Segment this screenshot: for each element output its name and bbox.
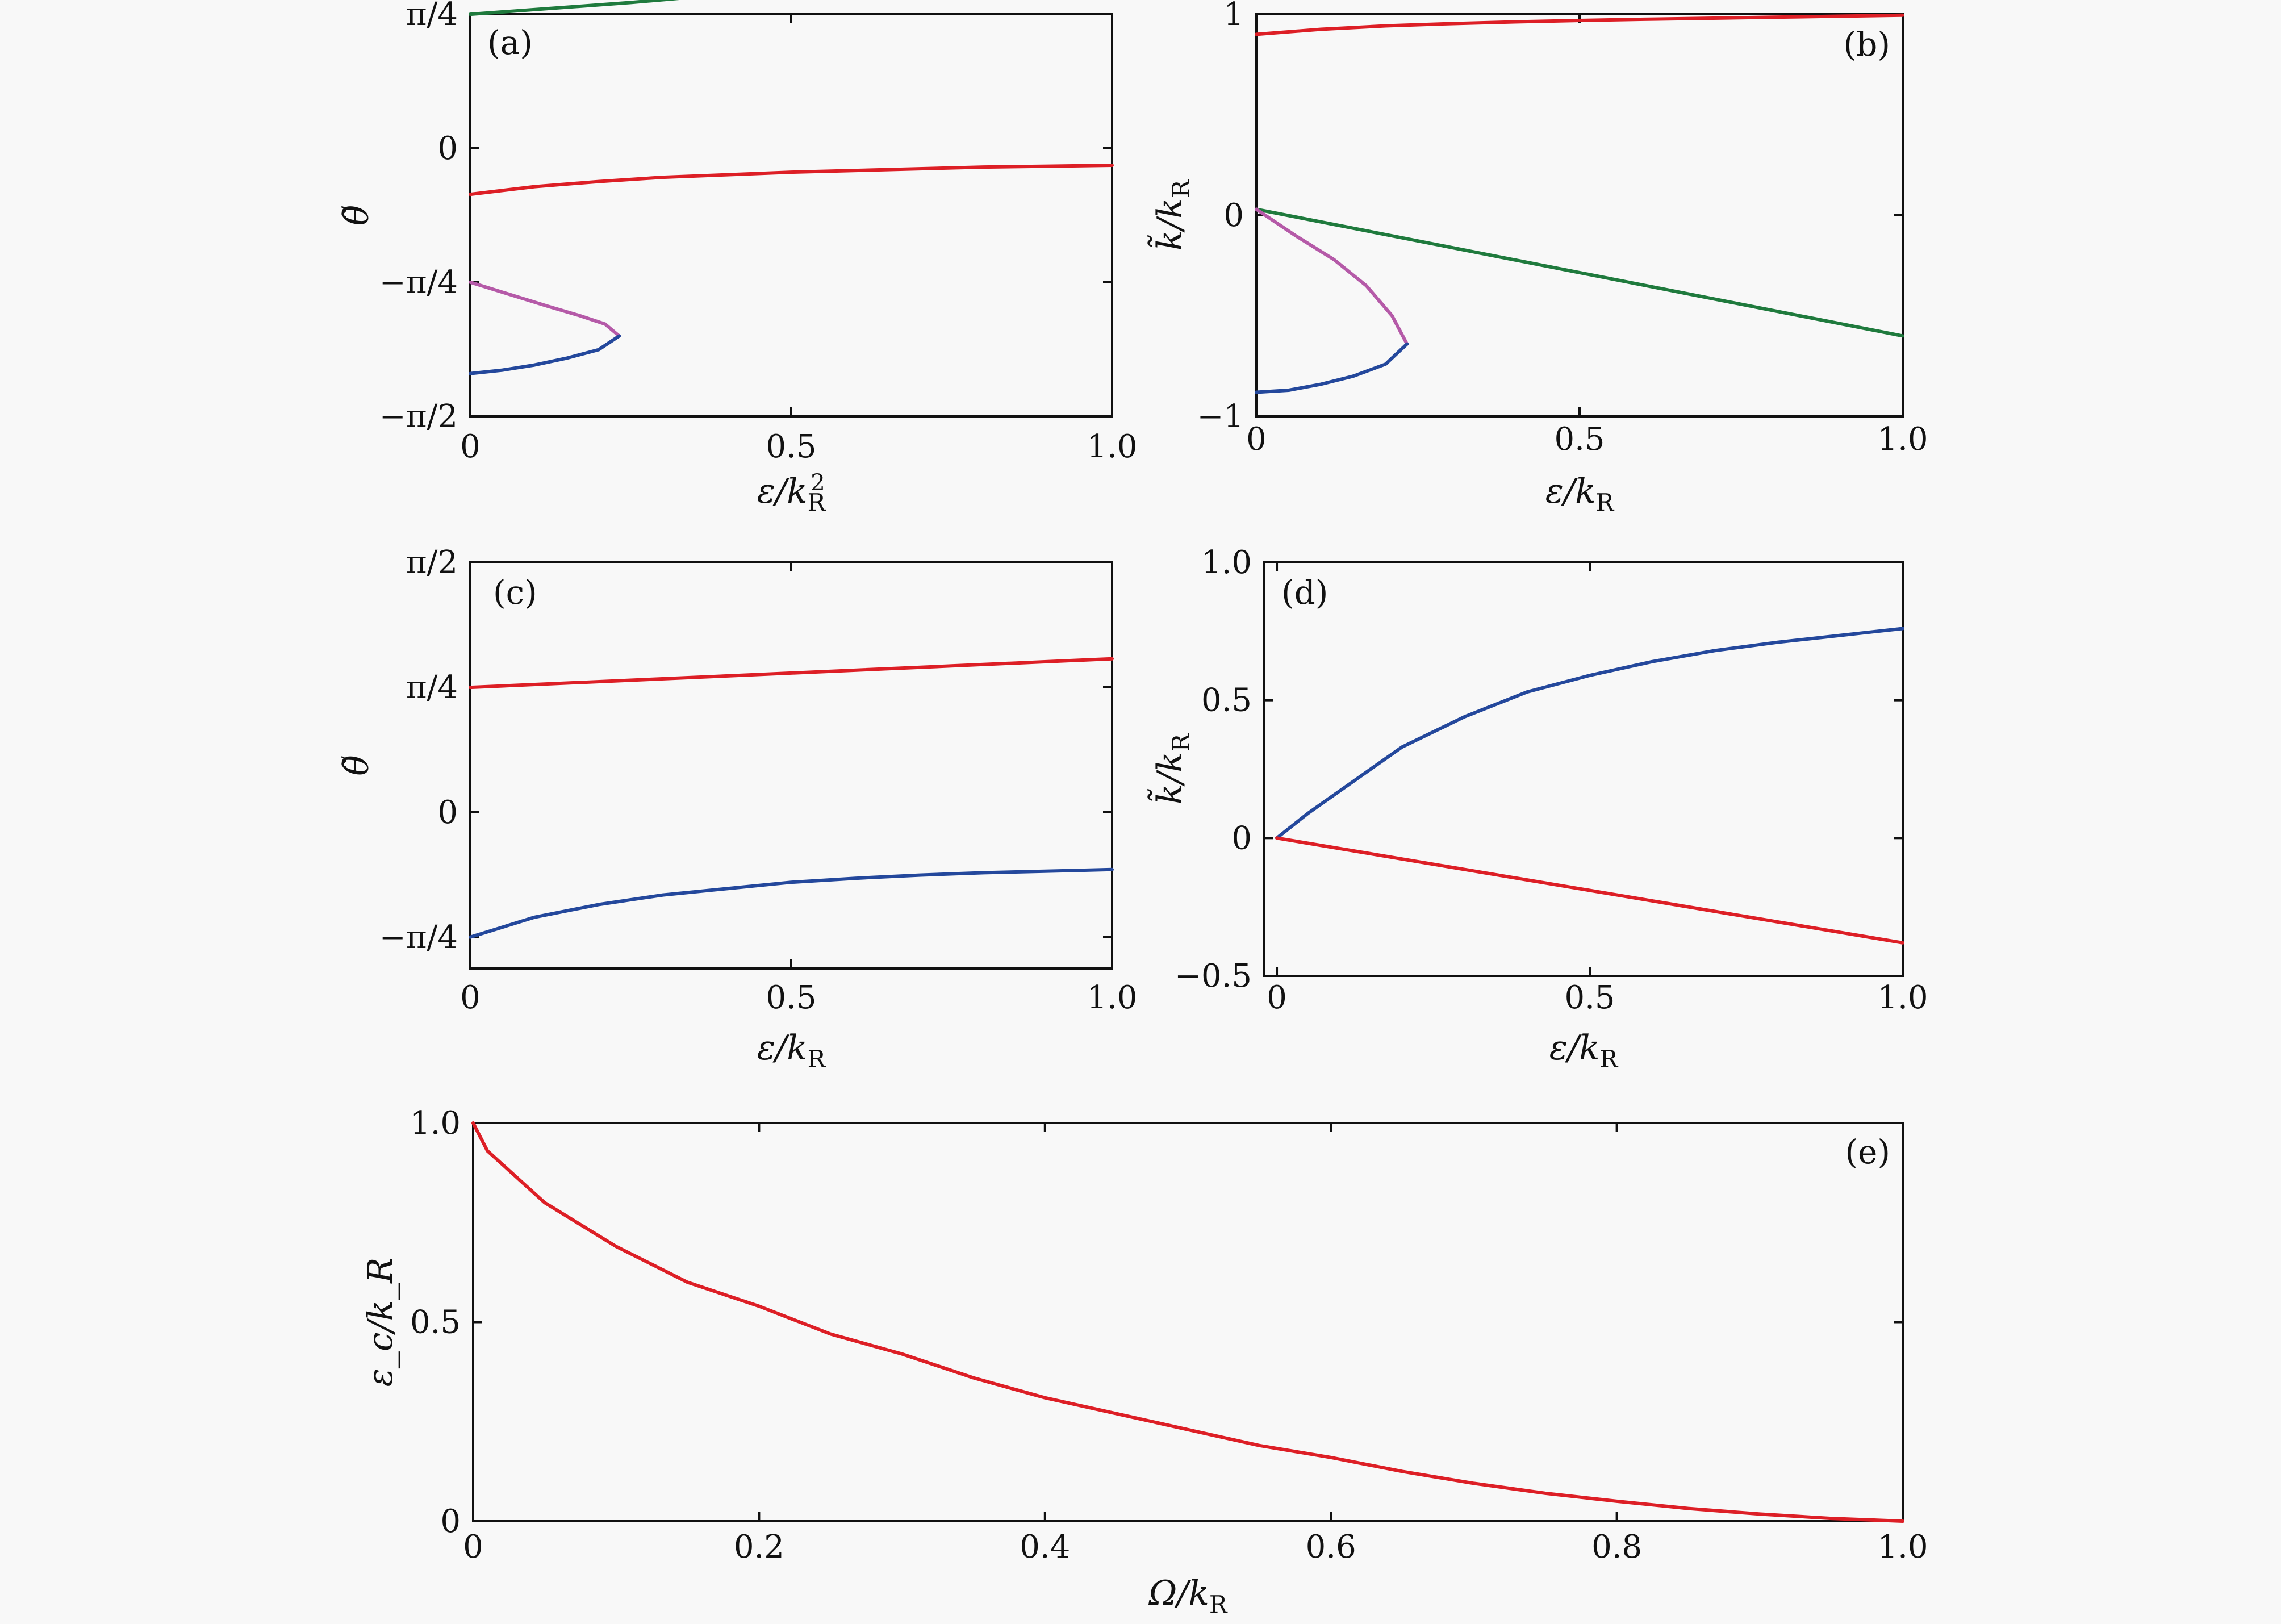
- y-axis-label: θ̃: [337, 205, 377, 226]
- x-tick-label: 0.5: [1564, 979, 1615, 1016]
- x-tick-label: 1.0: [1877, 979, 1928, 1016]
- x-tick-label: 0.4: [1020, 1529, 1070, 1565]
- y-tick-label: 1.0: [410, 1105, 461, 1142]
- x-tick-label: 0.5: [766, 979, 816, 1016]
- series-line-magenta: [469, 280, 621, 338]
- series-line-red: [469, 164, 1114, 197]
- y-axis-label: ε_c/k_R: [361, 1258, 400, 1387]
- panel-tag: (d): [1281, 573, 1328, 612]
- series-line-blue: [469, 867, 1114, 939]
- panel-tag: (b): [1844, 25, 1890, 64]
- series-line-red: [1275, 836, 1904, 945]
- series-line-red: [1255, 13, 1904, 36]
- y-axis-label: k̃/kR: [1148, 179, 1195, 251]
- y-tick-label: 0.5: [1201, 682, 1252, 719]
- panel-tag: (e): [1845, 1133, 1890, 1171]
- x-axis-label: ε/kR: [1549, 1028, 1619, 1073]
- x-tick-label: 0: [460, 428, 481, 465]
- y-tick-label: 1: [1223, 0, 1244, 33]
- y-tick-label: π/2: [406, 544, 458, 581]
- x-tick-label: 0.6: [1306, 1529, 1356, 1565]
- series-line-blue: [469, 334, 621, 375]
- y-tick-label: 0: [437, 794, 458, 831]
- x-tick-label: 0: [463, 1529, 483, 1565]
- x-tick-label: 0.5: [1554, 421, 1605, 458]
- y-tick-label: 0.5: [410, 1304, 461, 1341]
- y-tick-label: π/4: [406, 669, 458, 706]
- x-tick-label: 0: [1267, 979, 1287, 1016]
- series-line-blue: [1255, 342, 1409, 394]
- chart-panel-d: 0 0.5 1.0 −0.5 0 0.5 1.0 (d) ε/kR k̃/kR: [1148, 544, 1928, 1073]
- x-axis-label: ε/kR2: [757, 470, 826, 516]
- y-axis-label: k̃/kR: [1148, 733, 1195, 804]
- x-axis-label: Ω/kR: [1148, 1573, 1228, 1618]
- x-tick-label: 0.5: [766, 428, 816, 465]
- y-tick-label: 0: [440, 1503, 461, 1540]
- x-axis-label: ε/kR: [1545, 471, 1615, 516]
- y-tick-label: −1: [1197, 398, 1244, 435]
- x-tick-label: 1.0: [1877, 1529, 1928, 1565]
- y-tick-label: 1.0: [1201, 544, 1252, 581]
- y-tick-label: −π/4: [379, 919, 458, 956]
- series-line-green: [469, 0, 680, 16]
- chart-panel-a: 0 0.5 1.0 −π/2 −π/4 0 π/4 (a) ε/kR2 θ̃: [337, 0, 1138, 516]
- x-axis-label: ε/kR: [757, 1028, 826, 1073]
- y-axis-label: θ̃: [337, 755, 377, 775]
- y-tick-label: 0: [1231, 820, 1252, 857]
- y-tick-label: π/4: [406, 0, 458, 33]
- plot-frame-d: [1263, 561, 1904, 977]
- x-tick-label: 1.0: [1087, 428, 1137, 465]
- panel-tag: (c): [493, 573, 537, 612]
- y-tick-label: 0: [1223, 197, 1244, 234]
- y-tick-label: 0: [437, 130, 458, 167]
- x-tick-label: 0: [1246, 421, 1267, 458]
- series-line-green: [1255, 207, 1904, 338]
- series-line-blue: [1275, 627, 1904, 840]
- x-tick-label: 1.0: [1877, 421, 1928, 458]
- y-tick-label: −π/2: [379, 398, 458, 435]
- x-tick-label: 0: [460, 979, 481, 1016]
- series-line-magenta: [1255, 207, 1409, 346]
- y-tick-label: −0.5: [1175, 958, 1252, 995]
- panel-tag: (a): [487, 23, 533, 62]
- x-tick-label: 0.2: [734, 1529, 784, 1565]
- x-tick-label: 1.0: [1087, 979, 1137, 1016]
- series-line-red: [471, 1121, 1904, 1523]
- y-tick-label: −π/4: [379, 264, 458, 301]
- chart-panel-b: 0 0.5 1.0−101(b)ε/kRk̃/kR: [1148, 0, 1928, 516]
- chart-panel-e: 0 0.2 0.4 0.6 0.8 1.0 0 0.5 1.0 (e) Ω/kR ε_c/k_R: [361, 1105, 1928, 1618]
- series-line-red: [469, 657, 1114, 690]
- x-tick-label: 0.8: [1591, 1529, 1642, 1565]
- chart-panel-c: 0 0.5 1.0−π/40π/4π/2(c)ε/kRθ̃: [337, 544, 1138, 1073]
